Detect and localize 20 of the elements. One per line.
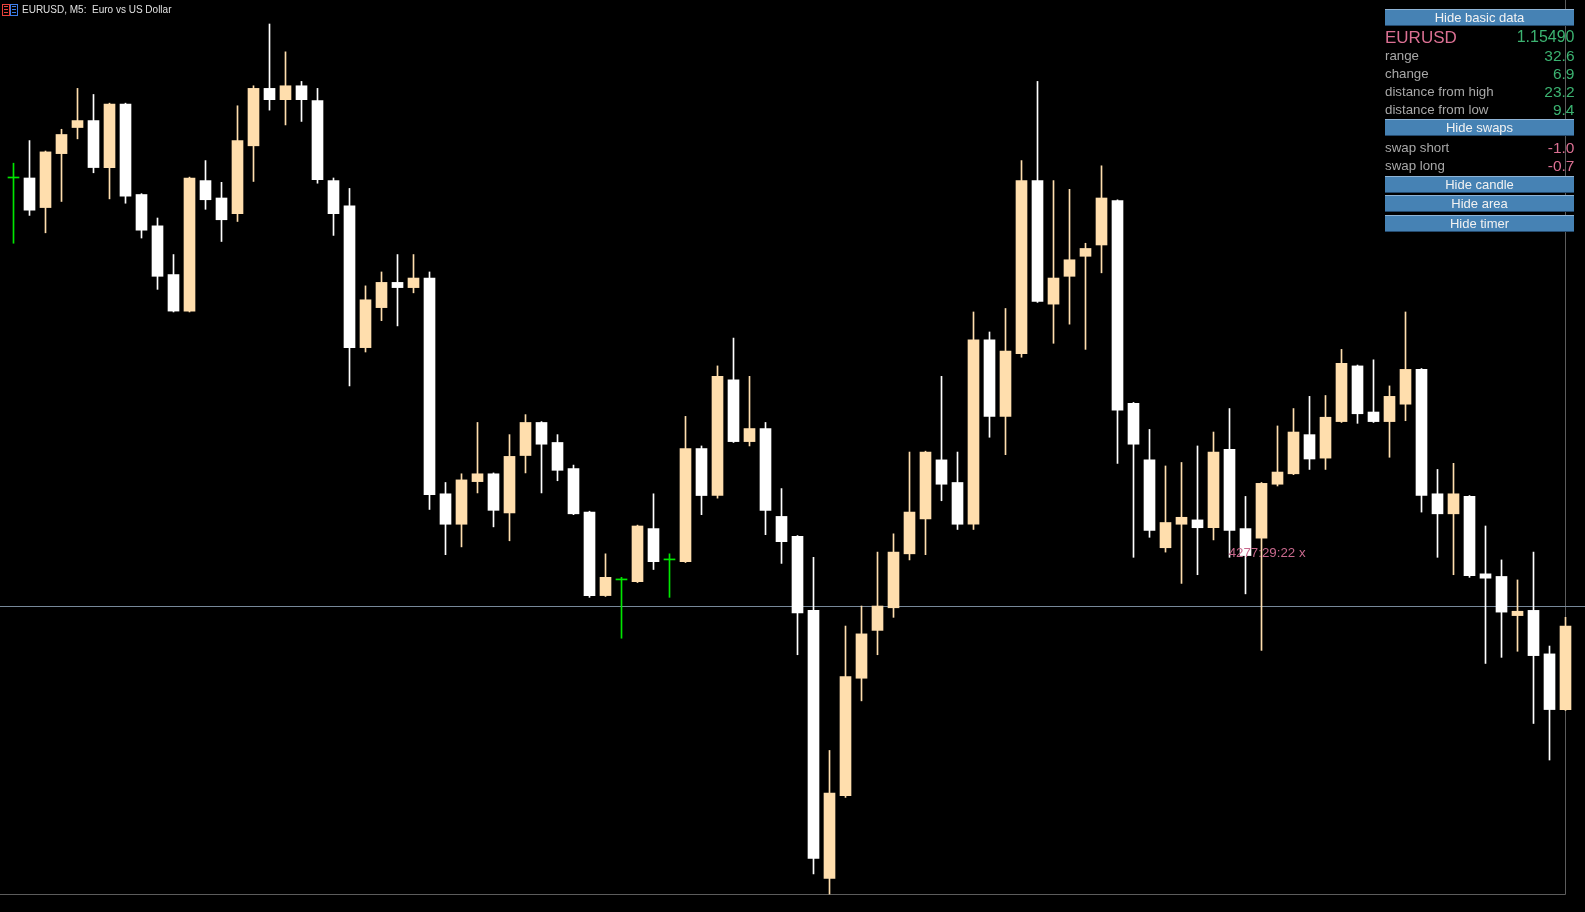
annotation: -0.7 — [1547, 157, 1575, 175]
annotation: swap long — [1385, 157, 1445, 173]
annotation: 6.9 — [1552, 64, 1575, 82]
button: Hide timer — [1385, 215, 1574, 233]
annotation: 23.2 — [1544, 82, 1575, 100]
annotation: EURUSD — [1385, 27, 1457, 47]
annotation: 1.15490 — [1516, 28, 1575, 46]
annotation: distance from low — [1385, 101, 1489, 117]
annotation: change — [1385, 65, 1429, 81]
annotation: distance from high — [1385, 83, 1494, 99]
annotation: 32.6 — [1544, 46, 1575, 64]
annotation: 9.4 — [1552, 100, 1575, 118]
button: Hide swaps — [1385, 119, 1574, 136]
chart-title: EURUSD, M5: Euro vs US Dollar — [22, 3, 172, 15]
button: Hide candle — [1385, 175, 1574, 193]
button: Hide basic data — [1385, 9, 1574, 26]
annotation: range — [1385, 47, 1420, 63]
annotation: swap short — [1385, 139, 1450, 155]
button: Hide area — [1385, 195, 1574, 213]
annotation: -1.0 — [1547, 138, 1575, 156]
